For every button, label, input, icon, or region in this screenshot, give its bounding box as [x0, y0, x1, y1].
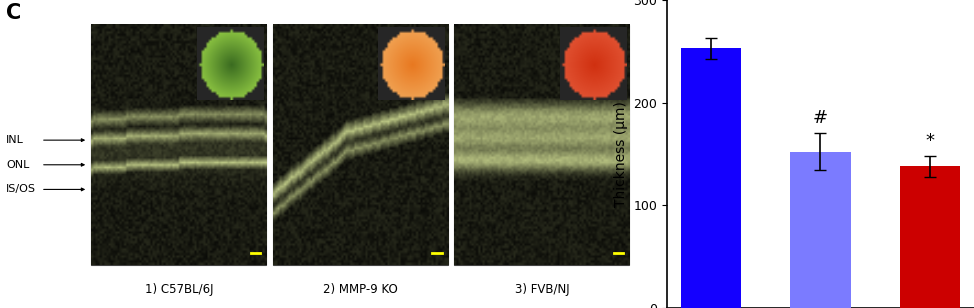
- Bar: [681, 48, 741, 308]
- FancyBboxPatch shape: [454, 25, 629, 265]
- Text: 1) C57BL/6J: 1) C57BL/6J: [144, 283, 213, 296]
- Text: INL: INL: [6, 135, 24, 145]
- Text: C: C: [6, 3, 21, 23]
- Text: IS/OS: IS/OS: [6, 184, 36, 194]
- Text: 2) MMP-9 KO: 2) MMP-9 KO: [323, 283, 397, 296]
- Text: 3) FVB/NJ: 3) FVB/NJ: [514, 283, 569, 296]
- Text: ONL: ONL: [6, 160, 29, 170]
- FancyBboxPatch shape: [273, 25, 448, 265]
- FancyBboxPatch shape: [92, 25, 267, 265]
- Bar: [790, 152, 850, 308]
- Y-axis label: Thickness (μm): Thickness (μm): [614, 101, 628, 207]
- Bar: [900, 166, 960, 308]
- Text: *: *: [925, 132, 934, 150]
- Text: #: #: [813, 109, 828, 127]
